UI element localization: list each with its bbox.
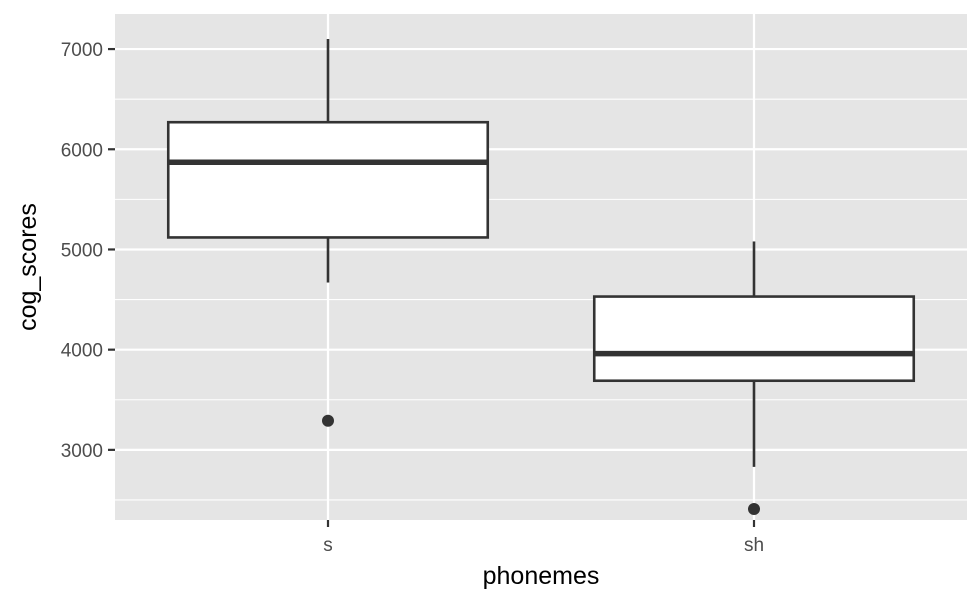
plot-panel	[115, 14, 967, 520]
boxes-layer	[166, 39, 916, 515]
y-axis: 3000 4000 5000 6000 7000	[61, 40, 115, 462]
outlier-point	[748, 502, 760, 515]
box-group-sh	[592, 241, 916, 515]
x-tick-label: s	[323, 535, 333, 556]
y-tick-label: 4000	[61, 341, 103, 362]
x-tick-label: sh	[744, 535, 764, 556]
y-tick-label: 5000	[61, 240, 103, 261]
x-axis-title: phonemes	[483, 562, 600, 590]
y-tick-label: 6000	[61, 140, 103, 161]
outlier-point	[322, 414, 334, 427]
y-tick-label: 3000	[61, 441, 103, 462]
box-iqr	[166, 120, 490, 239]
box-iqr	[592, 295, 916, 383]
y-axis-title: cog_scores	[14, 203, 42, 331]
x-axis: s sh	[323, 520, 764, 556]
box-group-s	[166, 39, 490, 427]
y-tick-label: 7000	[61, 40, 103, 61]
